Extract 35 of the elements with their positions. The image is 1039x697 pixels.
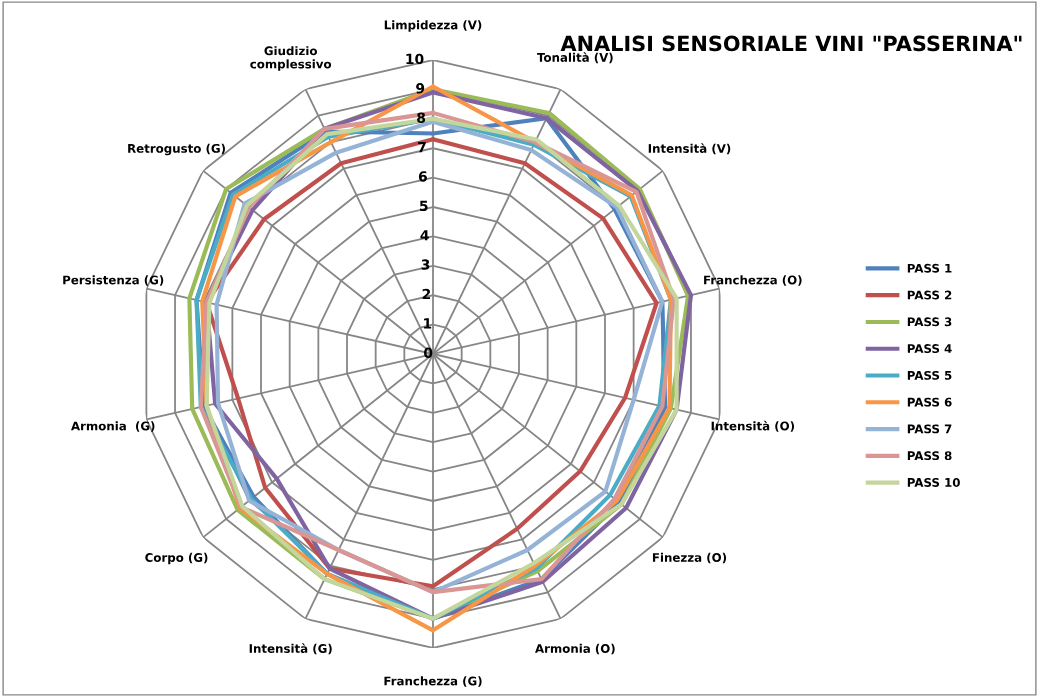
- spoke-label: Intensità (G): [249, 643, 332, 655]
- y-tick-label: 9: [416, 83, 425, 94]
- y-tick-label: 2: [422, 288, 431, 300]
- y-tick-label: 4: [420, 230, 429, 241]
- spoke-label: Corpo (G): [145, 552, 208, 565]
- spoke-label: Armonia (O): [535, 643, 615, 655]
- y-tick-label: 8: [417, 112, 426, 123]
- spoke-label: Giudizio complessivo: [250, 46, 332, 71]
- legend-label: PASS 6: [907, 397, 952, 407]
- y-tick-label: 7: [418, 142, 426, 153]
- legend-label: PASS 8: [907, 451, 952, 461]
- spoke-label: Persistenza (G): [63, 275, 164, 286]
- spoke-label: Retrogusto (G): [128, 143, 225, 156]
- y-tick-label: 10: [406, 53, 424, 65]
- legend-label: PASS 1: [907, 263, 952, 273]
- legend-label: PASS 5: [907, 370, 952, 380]
- spoke-label: Intensità (O): [711, 420, 795, 432]
- legend-label: PASS 10: [907, 477, 960, 487]
- y-tick-label: 3: [421, 259, 430, 270]
- spoke-label: Franchezza (O): [704, 275, 802, 286]
- y-tick-label: 5: [420, 200, 428, 212]
- spoke-label: Armonia (G): [71, 421, 155, 432]
- legend-label: PASS 4: [907, 344, 952, 354]
- spoke-label: Intensità (V): [648, 143, 731, 155]
- legend-label: PASS 3: [907, 317, 952, 327]
- legend-label: PASS 2: [907, 290, 952, 300]
- spoke-label: Tonalità (V): [537, 52, 613, 64]
- y-tick-label: 1: [424, 318, 432, 329]
- spoke-label: Franchezza (G): [384, 676, 482, 687]
- y-tick-label: 0: [424, 347, 433, 359]
- spoke-label: Limpidezza (V): [384, 20, 482, 32]
- text: ANALISI SENSORIALE VINI "PASSERINA": [560, 35, 1022, 52]
- y-tick-label: 6: [418, 171, 427, 182]
- spoke-label: Finezza (O): [652, 552, 727, 564]
- legend-label: PASS 7: [907, 424, 952, 434]
